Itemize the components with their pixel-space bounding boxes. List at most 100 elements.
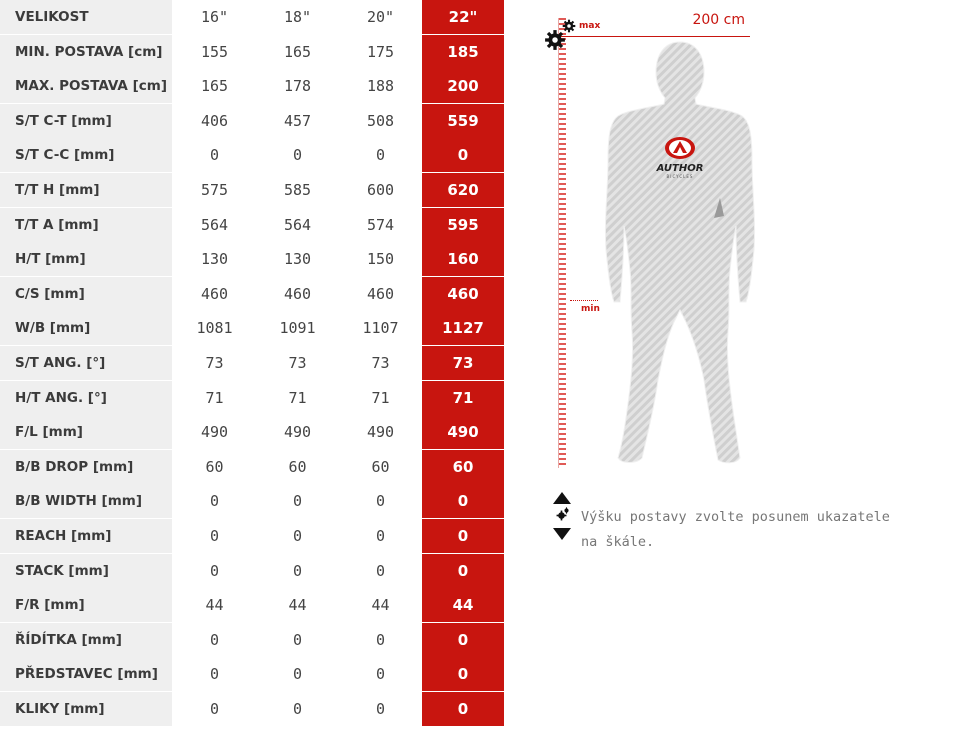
selected-size-cell: 0 xyxy=(422,622,504,657)
max-height-line xyxy=(558,36,750,37)
selected-size-cell: 160 xyxy=(422,242,504,277)
selected-size-cell: 460 xyxy=(422,276,504,311)
size-value-cell: 0 xyxy=(209,146,220,165)
selected-size-cell: 620 xyxy=(422,173,504,207)
size-value-cell: 0 xyxy=(292,665,303,684)
size-value-cell: 0 xyxy=(375,527,386,545)
size-value-cell: 0 xyxy=(375,492,386,511)
height-hint: Výšku postavy zvolte posunem ukazatele n… xyxy=(581,509,890,550)
size-value-cell: 1091 xyxy=(279,319,316,338)
geometry-row: MIN. POSTAVA [cm] 155 165 175 185 xyxy=(0,34,505,69)
size-value-cell: 1081 xyxy=(196,319,233,338)
height-readout: 200 cm xyxy=(692,12,745,28)
height-handle-gear-icon[interactable] xyxy=(544,29,566,51)
size-value-cell: 165 xyxy=(200,77,229,96)
row-label: ŘÍDÍTKA [mm] xyxy=(0,622,172,657)
selected-size-cell: 185 xyxy=(422,34,504,69)
size-value-cell: 71 xyxy=(205,388,224,407)
size-value-cell: 73 xyxy=(371,354,390,372)
size-value-cell: 20" xyxy=(366,8,395,26)
row-label: B/B WIDTH [mm] xyxy=(0,484,172,519)
selected-size-cell: 1127 xyxy=(422,311,504,346)
size-value-cell: 564 xyxy=(200,215,229,234)
size-value-cell: 508 xyxy=(366,111,395,130)
size-value-cell: 0 xyxy=(292,146,303,165)
size-value-cell: 44 xyxy=(288,596,307,615)
geometry-row: W/B [mm] 1081 1091 1107 1127 xyxy=(0,311,505,346)
row-label: H/T [mm] xyxy=(0,242,172,277)
selected-size-cell: 71 xyxy=(422,380,504,415)
geometry-row: VELIKOST 16" 18" 20" 22" xyxy=(0,0,505,34)
size-value-cell: 44 xyxy=(205,596,224,615)
geometry-row: B/B DROP [mm] 60 60 60 60 xyxy=(0,449,505,484)
size-value-cell: 460 xyxy=(366,284,395,303)
size-value-cell: 490 xyxy=(366,423,395,442)
size-value-cell: 1107 xyxy=(362,319,399,338)
row-label: S/T C-T [mm] xyxy=(0,103,172,138)
size-value-cell: 460 xyxy=(200,284,229,303)
selected-size-cell: 595 xyxy=(422,207,504,242)
size-value-cell: 600 xyxy=(366,181,395,199)
size-value-cell: 574 xyxy=(366,215,395,234)
gear-icon[interactable] xyxy=(562,19,576,33)
row-label: F/R [mm] xyxy=(0,588,172,623)
geometry-row: T/T A [mm] 564 564 574 595 xyxy=(0,207,505,242)
size-value-cell: 0 xyxy=(292,561,303,580)
size-value-cell: 18" xyxy=(283,8,312,26)
size-value-cell: 0 xyxy=(375,630,386,649)
size-value-cell: 0 xyxy=(209,665,220,684)
size-value-cell: 0 xyxy=(375,146,386,165)
selected-size-cell: 0 xyxy=(422,553,504,588)
geometry-row: KLIKY [mm] 0 0 0 0 xyxy=(0,692,505,726)
size-value-cell: 150 xyxy=(366,250,395,269)
row-label: S/T ANG. [°] xyxy=(0,346,172,380)
row-label: REACH [mm] xyxy=(0,519,172,553)
size-value-cell: 564 xyxy=(283,215,312,234)
size-value-cell: 73 xyxy=(205,354,224,372)
geometry-row: C/S [mm] 460 460 460 460 xyxy=(0,276,505,311)
selected-size-cell: 0 xyxy=(422,138,504,173)
selected-size-cell: 22" xyxy=(422,0,504,34)
size-value-cell: 130 xyxy=(200,250,229,269)
row-label: H/T ANG. [°] xyxy=(0,380,172,415)
size-value-cell: 165 xyxy=(283,42,312,61)
height-scale[interactable] xyxy=(558,18,566,468)
author-logo: AUTHOR BICYCLES xyxy=(656,137,704,179)
row-label: T/T H [mm] xyxy=(0,173,172,207)
row-label: F/L [mm] xyxy=(0,415,172,450)
max-label: max xyxy=(579,21,601,31)
size-value-cell: 460 xyxy=(283,284,312,303)
geometry-row: S/T C-T [mm] 406 457 508 559 xyxy=(0,103,505,138)
geometry-row: MAX. POSTAVA [cm] 165 178 188 200 xyxy=(0,69,505,104)
size-value-cell: 490 xyxy=(200,423,229,442)
size-value-cell: 178 xyxy=(283,77,312,96)
size-value-cell: 73 xyxy=(288,354,307,372)
selected-size-cell: 73 xyxy=(422,346,504,380)
row-label: PŘEDSTAVEC [mm] xyxy=(0,657,172,692)
selected-size-cell: 559 xyxy=(422,103,504,138)
size-value-cell: 188 xyxy=(366,77,395,96)
logo-subtext: BICYCLES xyxy=(667,174,694,179)
selected-size-cell: 0 xyxy=(422,657,504,692)
size-value-cell: 60 xyxy=(371,457,390,476)
size-value-cell: 0 xyxy=(292,630,303,649)
size-value-cell: 0 xyxy=(375,561,386,580)
size-value-cell: 16" xyxy=(200,8,229,26)
size-value-cell: 0 xyxy=(209,527,220,545)
size-value-cell: 406 xyxy=(200,111,229,130)
selected-size-cell: 0 xyxy=(422,692,504,726)
row-label: STACK [mm] xyxy=(0,553,172,588)
size-value-cell: 490 xyxy=(283,423,312,442)
size-value-cell: 585 xyxy=(283,181,312,199)
geometry-row: S/T ANG. [°] 73 73 73 73 xyxy=(0,346,505,380)
size-value-cell: 0 xyxy=(292,492,303,511)
geometry-row: REACH [mm] 0 0 0 0 xyxy=(0,519,505,553)
person-silhouette: AUTHOR BICYCLES xyxy=(604,41,756,464)
min-height-line xyxy=(570,300,598,301)
row-label: T/T A [mm] xyxy=(0,207,172,242)
size-value-cell: 60 xyxy=(205,457,224,476)
logo-text: AUTHOR xyxy=(656,163,704,174)
row-label: S/T C-C [mm] xyxy=(0,138,172,173)
selected-size-cell: 60 xyxy=(422,449,504,484)
row-label: KLIKY [mm] xyxy=(0,692,172,726)
